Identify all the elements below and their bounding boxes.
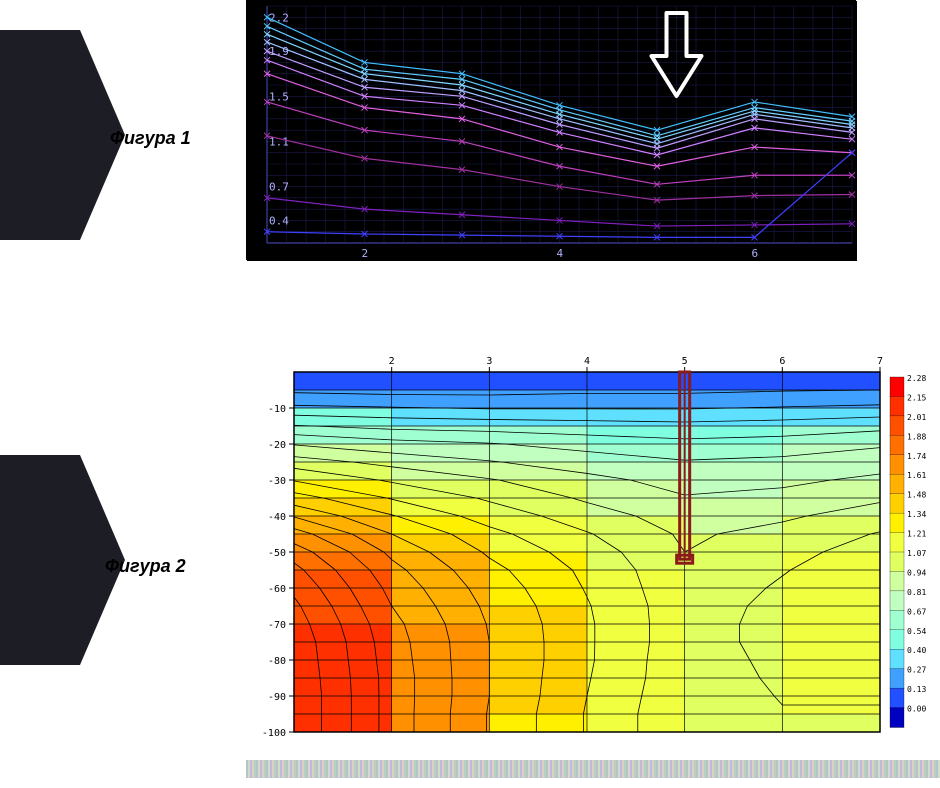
svg-text:-90: -90 (268, 692, 286, 703)
svg-text:-80: -80 (268, 656, 286, 667)
svg-text:0.13: 0.13 (907, 685, 926, 694)
svg-text:-60: -60 (268, 584, 286, 595)
svg-text:-100: -100 (262, 728, 286, 739)
svg-text:1.74: 1.74 (907, 452, 926, 461)
svg-text:1.48: 1.48 (907, 491, 926, 500)
svg-text:0.7: 0.7 (269, 181, 289, 194)
pointer-block-2 (0, 455, 80, 665)
svg-text:1.88: 1.88 (907, 432, 926, 441)
figure-1-label: Фигура 1 (110, 128, 191, 149)
svg-text:1.07: 1.07 (907, 549, 926, 558)
svg-text:-30: -30 (268, 476, 286, 487)
svg-text:-70: -70 (268, 620, 286, 631)
svg-text:0.81: 0.81 (907, 588, 926, 597)
svg-text:0.00: 0.00 (907, 705, 926, 714)
svg-text:2.01: 2.01 (907, 413, 926, 422)
noise-strip (246, 760, 940, 778)
svg-text:-50: -50 (268, 548, 286, 559)
svg-text:6: 6 (779, 356, 785, 367)
svg-text:6: 6 (752, 247, 759, 260)
figure-2-svg: 2 3 4 5 6 7 -10 -20 -30 -40 -50 -60 -70 -80 -90 -100 2.2… (246, 350, 940, 740)
svg-text:4: 4 (584, 356, 590, 367)
svg-text:1.5: 1.5 (269, 90, 289, 103)
svg-text:0.54: 0.54 (907, 627, 926, 636)
figure-2-label: Фигура 2 (105, 556, 186, 577)
figure-1-line-chart: 0.40.71.11.51.92.2246 (246, 0, 856, 260)
svg-text:3: 3 (486, 356, 492, 367)
svg-text:2.28: 2.28 (907, 374, 926, 383)
svg-text:-10: -10 (268, 404, 286, 415)
svg-text:7: 7 (877, 356, 883, 367)
svg-text:0.27: 0.27 (907, 666, 926, 675)
svg-text:2.15: 2.15 (907, 393, 926, 402)
svg-text:0.67: 0.67 (907, 607, 926, 616)
svg-text:4: 4 (557, 247, 564, 260)
svg-text:-40: -40 (268, 512, 286, 523)
svg-text:5: 5 (682, 356, 688, 367)
svg-text:2: 2 (362, 247, 369, 260)
svg-text:1.61: 1.61 (907, 471, 926, 480)
svg-text:0.40: 0.40 (907, 646, 926, 655)
pointer-block-1 (0, 30, 80, 240)
svg-text:-20: -20 (268, 440, 286, 451)
figure-1-svg: 0.40.71.11.51.92.2246 (247, 1, 857, 261)
figure-2-heatmap: 2 3 4 5 6 7 -10 -20 -30 -40 -50 -60 -70 -80 -90 -100 2.2… (246, 350, 940, 740)
svg-text:0.94: 0.94 (907, 568, 926, 577)
svg-text:0.4: 0.4 (269, 214, 289, 227)
svg-text:1.34: 1.34 (907, 510, 926, 519)
svg-text:2: 2 (389, 356, 395, 367)
svg-text:1.21: 1.21 (907, 530, 926, 539)
